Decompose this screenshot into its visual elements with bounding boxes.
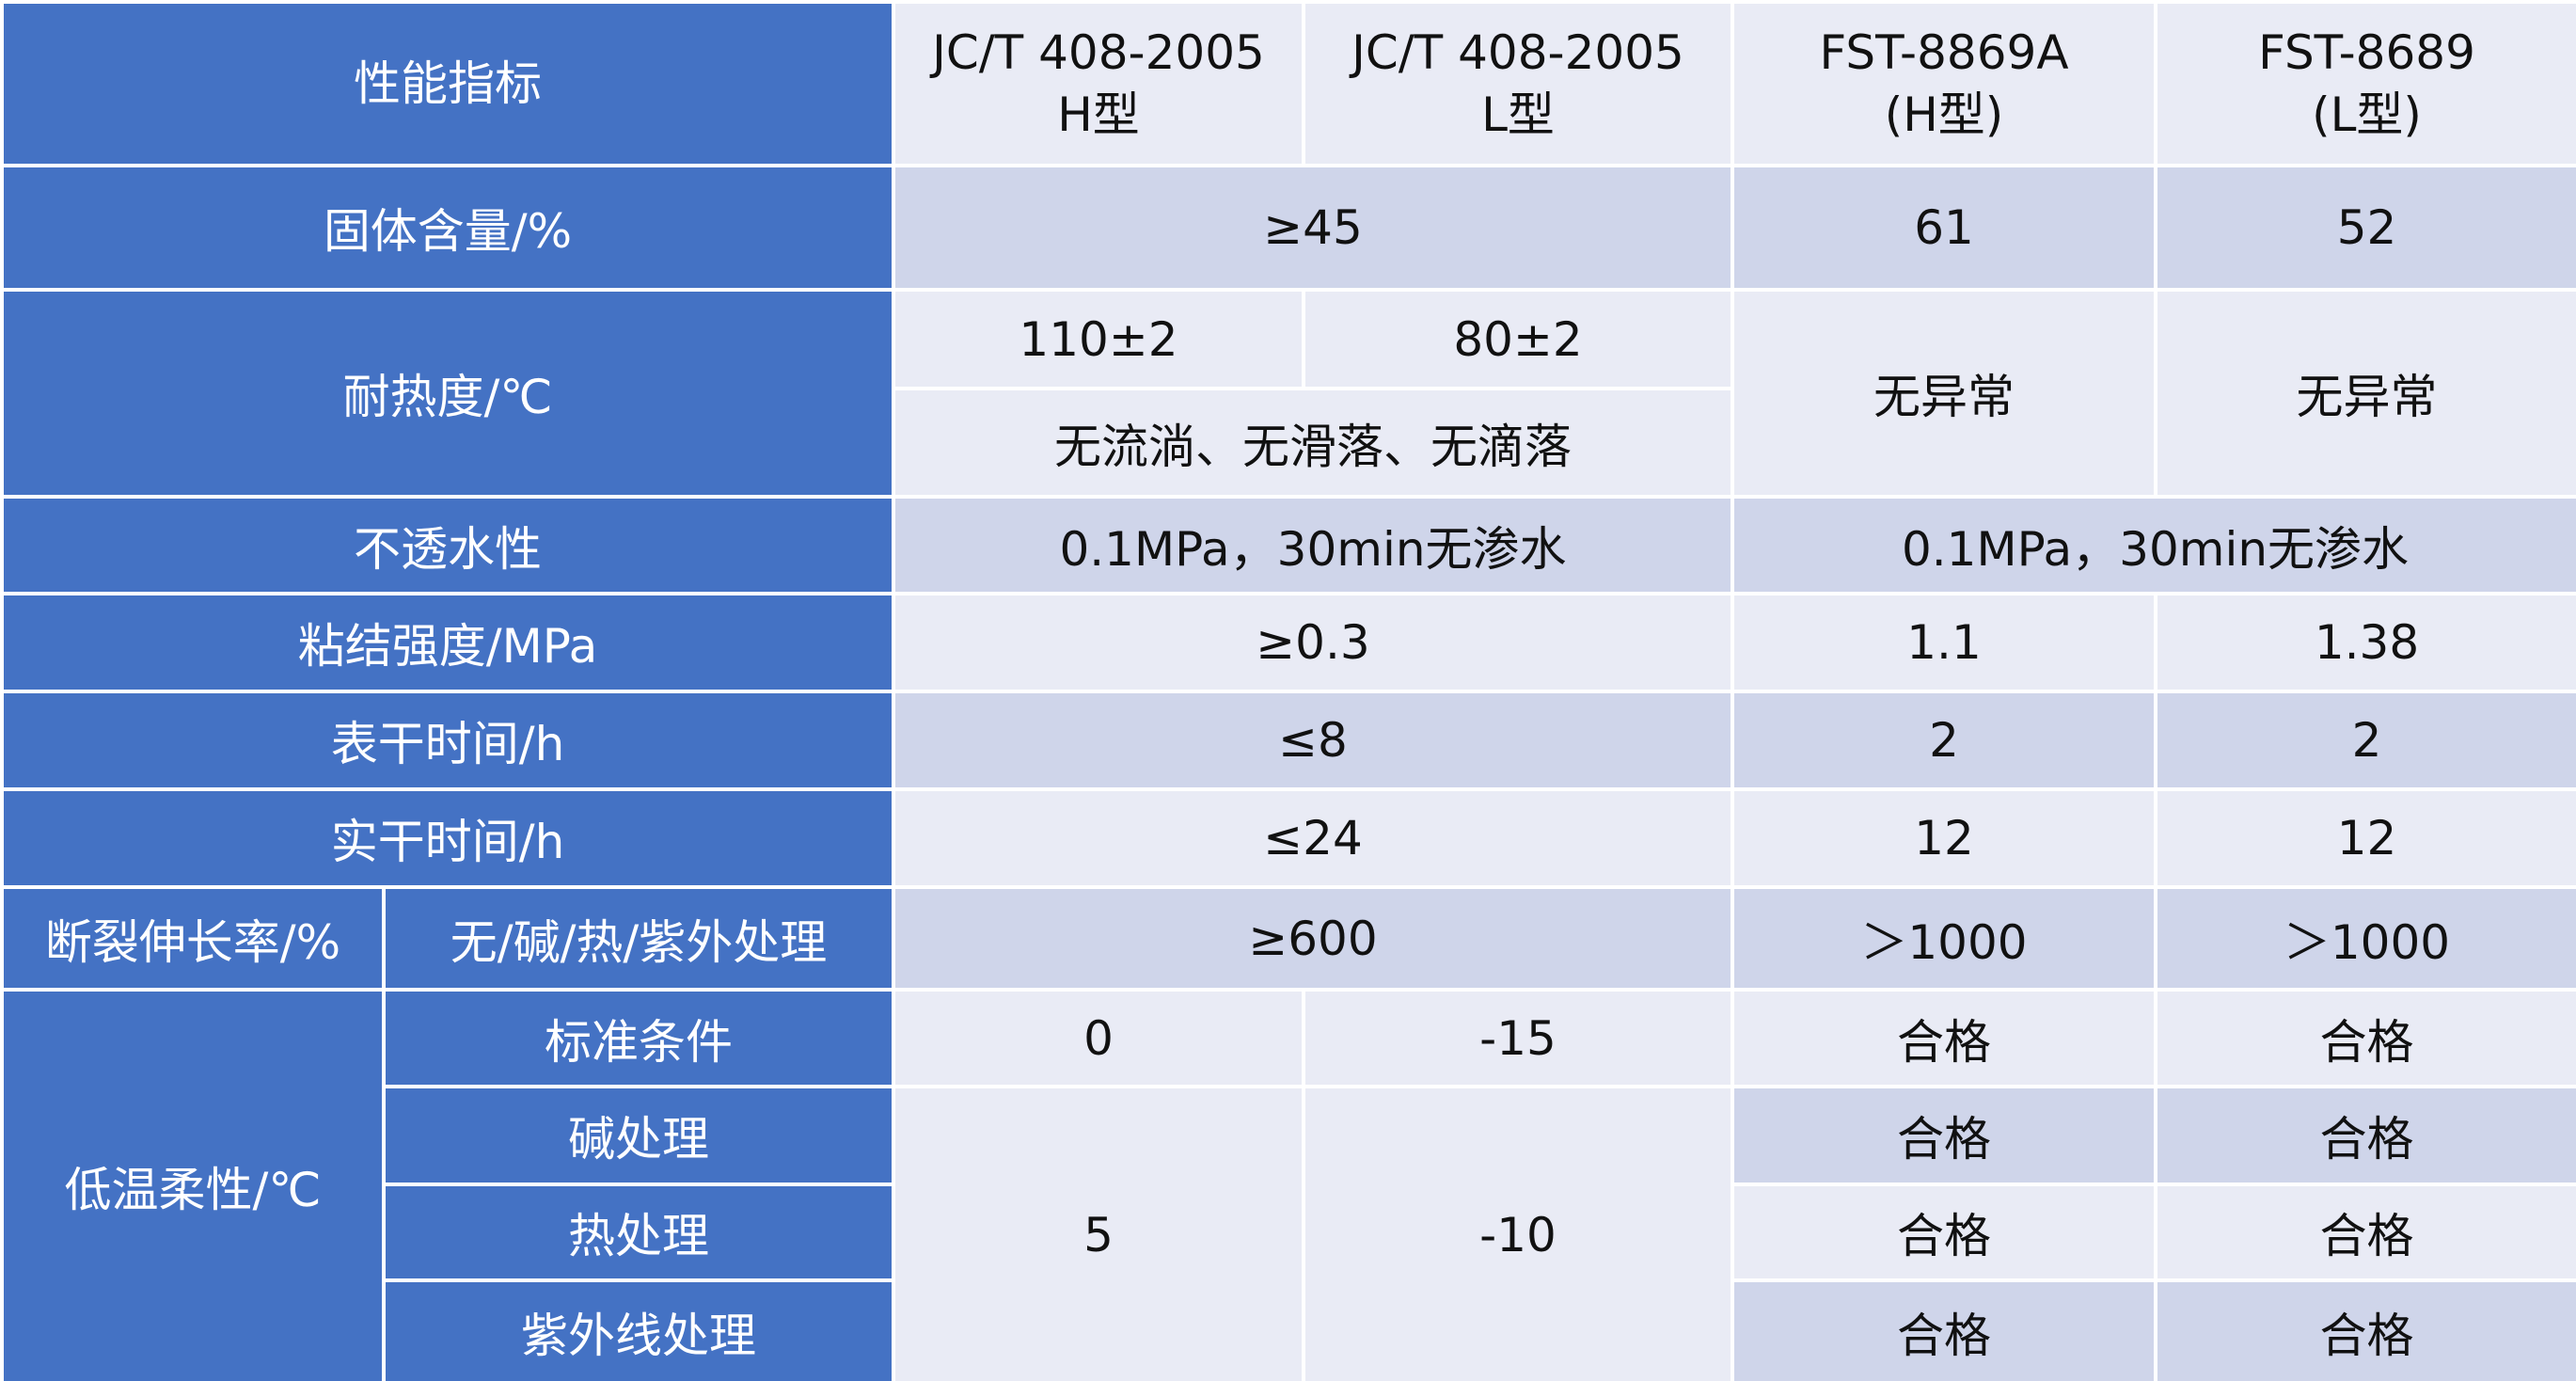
cell: 110±2 xyxy=(892,288,1305,390)
cell: 1.38 xyxy=(2154,592,2576,693)
cell: 合格 xyxy=(2154,1085,2576,1186)
cell: 2 xyxy=(2154,690,2576,791)
header-text: L型 xyxy=(1481,87,1555,142)
cell: 61 xyxy=(1731,164,2157,292)
row-label: 断裂伸长率/% xyxy=(0,885,386,992)
cell: 5 xyxy=(892,1085,1305,1381)
row-sublabel: 标准条件 xyxy=(382,988,895,1088)
row-sublabel: 无/碱/热/紫外处理 xyxy=(382,885,895,992)
row-sublabel: 热处理 xyxy=(382,1183,895,1282)
header-cell: FST-8689 (L型) xyxy=(2154,0,2576,167)
cell: 合格 xyxy=(2154,1183,2576,1282)
cell: 无异常 xyxy=(1731,288,2157,499)
header-text: JC/T 408-2005 xyxy=(1351,25,1684,80)
cell: -15 xyxy=(1302,988,1734,1088)
cell: 12 xyxy=(1731,787,2157,889)
header-cell: FST-8869A (H型) xyxy=(1731,0,2157,167)
cell: 合格 xyxy=(1731,1278,2157,1381)
header-text: H型 xyxy=(1057,87,1140,142)
cell: ≥0.3 xyxy=(892,592,1734,693)
cell: ＞1000 xyxy=(2154,885,2576,992)
row-sublabel: 紫外线处理 xyxy=(382,1278,895,1381)
row-label: 实干时间/h xyxy=(0,787,895,889)
cell: 52 xyxy=(2154,164,2576,292)
header-text: (L型) xyxy=(2312,87,2422,142)
header-text: JC/T 408-2005 xyxy=(932,25,1265,80)
row-sublabel: 碱处理 xyxy=(382,1085,895,1186)
cell: 0 xyxy=(892,988,1305,1088)
cell: ≤8 xyxy=(892,690,1734,791)
cell: ≥600 xyxy=(892,885,1734,992)
header-cell: JC/T 408-2005 L型 xyxy=(1302,0,1734,167)
header-cell: 性能指标 xyxy=(0,0,895,167)
header-cell: JC/T 408-2005 H型 xyxy=(892,0,1305,167)
row-label: 粘结强度/MPa xyxy=(0,592,895,693)
cell: ≥45 xyxy=(892,164,1734,292)
cell: ≤24 xyxy=(892,787,1734,889)
header-text: FST-8689 xyxy=(2258,25,2475,80)
cell: 无流淌、无滑落、无滴落 xyxy=(892,387,1734,499)
cell: 合格 xyxy=(1731,988,2157,1088)
header-text: (H型) xyxy=(1884,87,2004,142)
cell: 2 xyxy=(1731,690,2157,791)
row-label: 固体含量/% xyxy=(0,164,895,292)
cell: 0.1MPa，30min无渗水 xyxy=(1731,495,2576,595)
cell: ＞1000 xyxy=(1731,885,2157,992)
cell: 80±2 xyxy=(1302,288,1734,390)
cell: 合格 xyxy=(1731,1085,2157,1186)
cell: 无异常 xyxy=(2154,288,2576,499)
row-label: 表干时间/h xyxy=(0,690,895,791)
cell: 合格 xyxy=(1731,1183,2157,1282)
row-label: 耐热度/℃ xyxy=(0,288,895,499)
header-row: 性能指标 JC/T 408-2005 H型 JC/T 408-2005 L型 FST… xyxy=(0,0,2576,167)
cell: 合格 xyxy=(2154,1278,2576,1381)
header-text: FST-8869A xyxy=(1819,25,2069,80)
cell: 1.1 xyxy=(1731,592,2157,693)
cell: 0.1MPa，30min无渗水 xyxy=(892,495,1734,595)
header-text: 性能指标 xyxy=(354,56,542,111)
row-label: 低温柔性/℃ xyxy=(0,988,386,1381)
cell: -10 xyxy=(1302,1085,1734,1381)
cell: 12 xyxy=(2154,787,2576,889)
row-label: 不透水性 xyxy=(0,495,895,595)
cell: 合格 xyxy=(2154,988,2576,1088)
